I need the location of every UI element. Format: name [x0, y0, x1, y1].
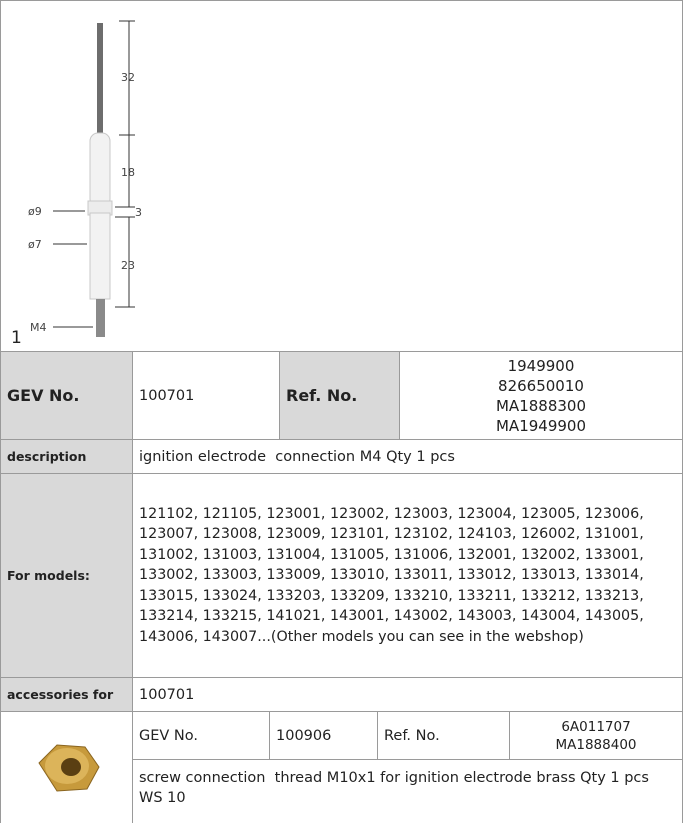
gev-no: 100701: [133, 352, 280, 440]
gev-label: GEV No.: [0, 352, 133, 440]
dimension: 32: [121, 71, 135, 84]
ref-no: MA1888400: [555, 736, 637, 753]
models-text: 121102, 121105, 123001, 123002, 123003, …: [133, 474, 683, 678]
dimension: 3: [135, 206, 142, 219]
ref-no: MA1949900: [495, 416, 586, 435]
thread: [96, 299, 105, 337]
image-cell: 32 18 3 23 ø9 ø7 M4 1: [0, 0, 683, 352]
acc-ref-label: Ref. No.: [378, 712, 510, 760]
brass-nut: [37, 743, 100, 792]
ref-no: 1949900: [507, 356, 575, 375]
thread-label: M4: [30, 321, 47, 334]
accessory-image: [0, 712, 133, 823]
accessories-label: accessories for: [0, 678, 133, 712]
models-label: For models:: [0, 474, 133, 678]
ref-no: MA1888300: [495, 396, 586, 415]
acc-ref-nos: 6A011707 MA1888400: [510, 712, 683, 760]
ref-no: 826650010: [498, 376, 584, 395]
description-text: ignition electrode connection M4 Qty 1 p…: [133, 440, 683, 474]
diameter: ø7: [28, 238, 42, 251]
rod: [97, 23, 103, 135]
diameter: ø9: [28, 205, 42, 218]
ref-nos: 1949900 826650010 MA1888300 MA1949900: [400, 352, 683, 440]
acc-gev-label: GEV No.: [133, 712, 270, 760]
dimension: 18: [121, 166, 135, 179]
image-index: 1: [11, 328, 22, 348]
body-lower: [89, 212, 111, 300]
ref-no: 6A011707: [561, 718, 631, 735]
dimension: 23: [121, 259, 135, 272]
ref-label: Ref. No.: [280, 352, 400, 440]
electrode-drawing: 32 18 3 23 ø9 ø7 M4 1: [11, 20, 142, 348]
dimension-lines: [53, 20, 135, 328]
acc-gev-no: 100906: [270, 712, 378, 760]
description-label: description: [0, 440, 133, 474]
acc-description: screw connection thread M10x1 for igniti…: [133, 760, 683, 823]
body-upper: [89, 132, 111, 208]
accessories-value: 100701: [133, 678, 683, 712]
